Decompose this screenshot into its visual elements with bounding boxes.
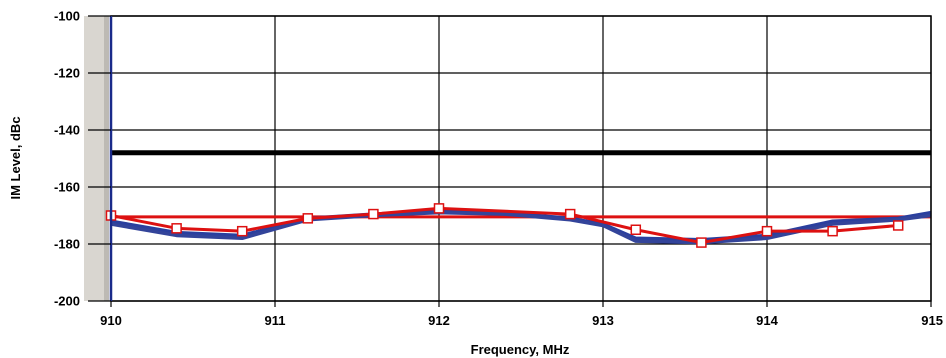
series-group: [105, 203, 932, 248]
y-tick-label: -160: [54, 180, 80, 195]
series-line-3: [110, 206, 899, 245]
data-point-marker: [696, 237, 707, 248]
data-point-marker: [630, 224, 642, 235]
data-point-marker: [368, 208, 379, 220]
y-axis-label: IM Level, dBc: [8, 116, 23, 199]
x-axis-label: Frequency, MHz: [471, 342, 570, 357]
tick-labels: -100 -120 -140 -160 -180 -200 910 911 912 913 914 9…: [54, 9, 943, 329]
y-tick-label: -140: [54, 123, 80, 138]
y-tick-label: -180: [54, 237, 80, 252]
y-tick-label: -120: [54, 66, 80, 81]
y-tick-label: -200: [54, 294, 80, 309]
data-point-marker: [171, 223, 182, 234]
data-point-marker: [892, 220, 904, 231]
data-point-marker: [564, 208, 576, 220]
y-tick-label: -100: [54, 9, 80, 24]
x-tick-label: 913: [592, 313, 614, 328]
data-point-marker: [761, 225, 773, 237]
x-tick-label: 910: [100, 313, 122, 328]
data-point-marker: [236, 225, 248, 237]
x-tick-label: 915: [921, 313, 943, 328]
plot-area: [111, 16, 931, 301]
data-point-marker: [827, 225, 838, 237]
x-tick-label: 914: [756, 313, 778, 328]
data-point-marker: [433, 203, 445, 214]
data-point-marker: [302, 213, 314, 224]
x-tick-label: 912: [428, 313, 450, 328]
left-axis-band-shadow: [104, 16, 109, 301]
x-tick-label: 911: [265, 313, 286, 328]
series-line-2: [110, 210, 932, 245]
